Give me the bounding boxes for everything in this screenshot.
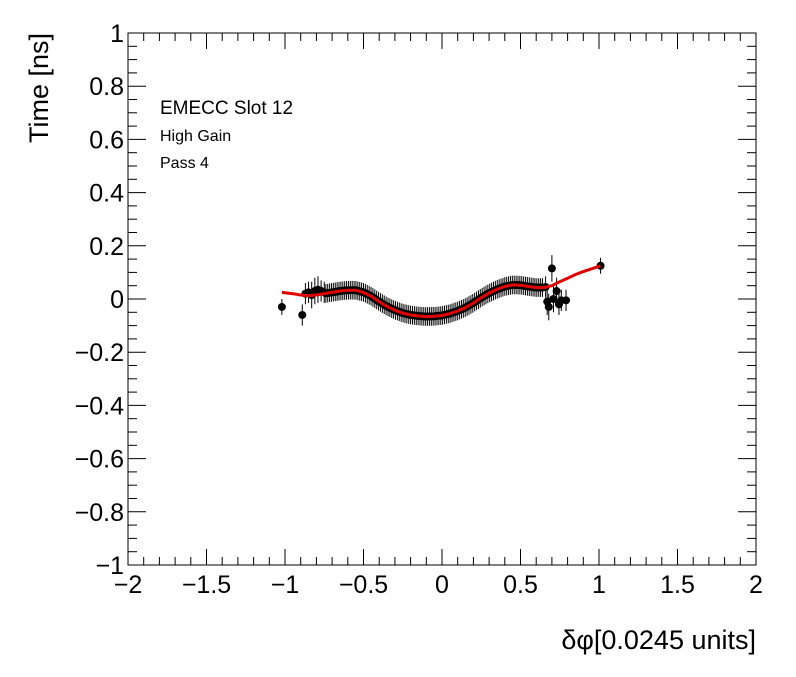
fit-curve-layer <box>281 264 602 319</box>
fit-curve <box>281 264 602 319</box>
y-tick-label: −1 <box>95 552 124 580</box>
x-tick-label: −1 <box>271 571 300 599</box>
x-tick-labels: −2 −1.5 −1 −0.5 0 0.5 1 1.5 2 <box>114 571 763 599</box>
y-tick-label: −0.4 <box>75 392 124 420</box>
x-tick-label: 1 <box>592 571 606 599</box>
annotation-detector: EMECC Slot 12 <box>160 98 293 119</box>
x-tick-label: −1.5 <box>182 571 231 599</box>
data-point <box>547 264 556 273</box>
x-tick-label: 2 <box>749 571 763 599</box>
x-tick-label: −0.5 <box>339 571 388 599</box>
data-point <box>298 310 307 319</box>
y-tick-label: −0.2 <box>75 339 124 367</box>
x-tick-label: −2 <box>114 571 143 599</box>
y-tick-label: 0.4 <box>89 180 124 208</box>
y-tick-label: 0.8 <box>89 73 124 101</box>
data-point <box>562 296 571 305</box>
tick-marks <box>127 32 757 566</box>
x-tick-label: 0 <box>435 571 449 599</box>
y-tick-label: 1 <box>110 20 124 48</box>
y-tick-label: 0 <box>110 286 124 314</box>
data-point <box>552 287 561 296</box>
annotation-gain: High Gain <box>160 128 231 145</box>
y-tick-label: −0.6 <box>75 446 124 474</box>
data-point <box>549 295 558 303</box>
y-tick-label: 0.2 <box>89 233 124 261</box>
y-axis-title: Time [ns] <box>24 33 54 143</box>
data-point <box>544 302 553 311</box>
y-tick-label: 0.6 <box>89 126 124 154</box>
y-tick-labels: −1 −0.8 −0.6 −0.4 −0.2 0 0.2 0.4 0.6 0.8 1 <box>75 20 124 580</box>
x-tick-label: 1.5 <box>660 571 695 599</box>
annotation-pass: Pass 4 <box>160 155 209 172</box>
data-point <box>277 302 286 311</box>
data-points <box>277 261 605 321</box>
x-axis-title: δφ[0.0245 units] <box>561 625 756 655</box>
y-tick-label: −0.8 <box>75 499 124 527</box>
x-tick-label: 0.5 <box>503 571 538 599</box>
